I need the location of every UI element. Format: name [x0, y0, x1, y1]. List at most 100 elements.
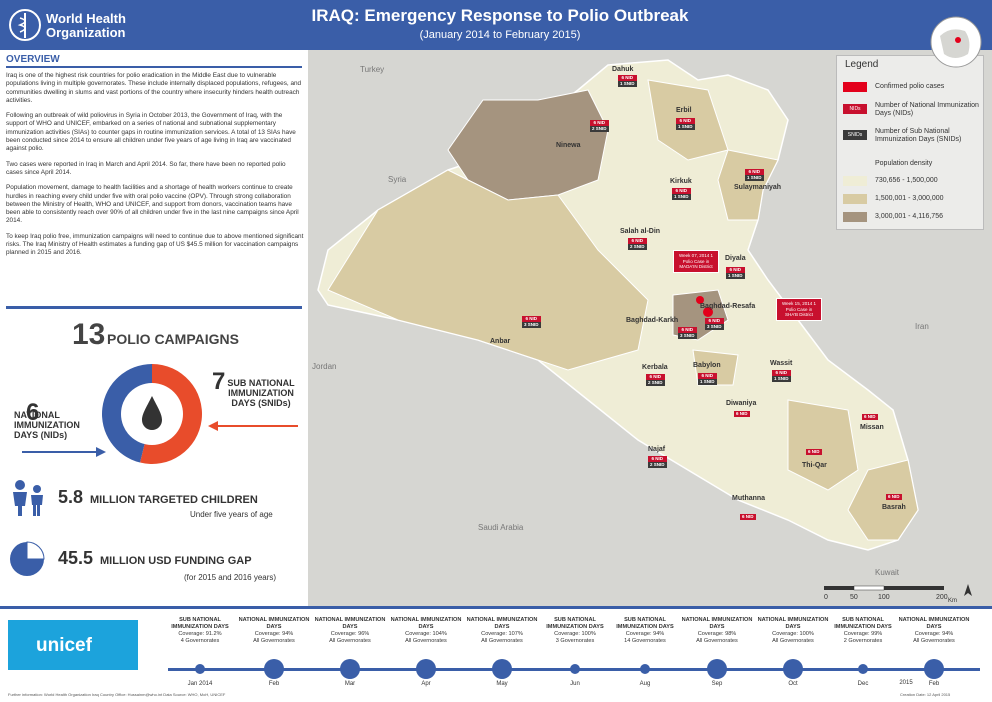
timeline-item: NATIONAL IMMUNIZATION DAYS Coverage: 100%… [757, 617, 829, 645]
left-panel [0, 50, 308, 606]
campaign-donut-chart [102, 364, 202, 464]
campaign-tag: 6 NID 1 SNID [698, 373, 717, 385]
timeline-item: SUB NATIONAL IMMUNIZATION DAYS Coverage: … [609, 617, 681, 645]
timeline-type: NATIONAL IMMUNIZATION DAYS [681, 617, 753, 630]
timeline-cov: Coverage: 94% [914, 631, 954, 637]
scale-unit: Km [948, 598, 957, 602]
timeline-type: SUB NATIONAL IMMUNIZATION DAYS [834, 617, 892, 630]
nid-tag: 6 NID [772, 370, 791, 376]
campaign-tag: 6 NID 3 SNID [522, 316, 541, 328]
governorate-label: Baghdad-Resafa [700, 303, 756, 310]
legend-density-swatch-1 [843, 176, 867, 186]
children-icon [13, 480, 43, 516]
timeline-item: NATIONAL IMMUNIZATION DAYS Coverage: 107%… [466, 617, 538, 645]
funding-sublabel: (for 2015 and 2016 years) [184, 573, 277, 582]
timeline-cov: Coverage: 100% [772, 631, 814, 637]
snid-tag: 1 SNID [745, 175, 764, 181]
campaign-tag: 6 NID [862, 414, 878, 420]
timeline-month: Jun [570, 681, 580, 687]
timeline-type: NATIONAL IMMUNIZATION DAYS [898, 617, 970, 630]
funding-number: 45.5 [58, 548, 94, 568]
timeline-cov: Coverage: 94% [625, 631, 665, 637]
timeline-item: SUB NATIONAL IMMUNIZATION DAYS Coverage: … [827, 617, 899, 645]
campaign-tag: 6 NID 2 SNID [648, 456, 667, 468]
overview-paragraph: To keep Iraq polio free, immunization ca… [6, 232, 304, 257]
nid-tag: 6 NID [646, 374, 665, 380]
creation-date: Creation Date: 12 April 2015 [900, 692, 951, 697]
campaign-tag: 6 NID [806, 449, 822, 455]
funding-label: MILLION USD FUNDING GAP [100, 555, 252, 567]
org-name-line1: World Health [46, 11, 126, 26]
timeline-type: NATIONAL IMMUNIZATION DAYS [757, 617, 829, 630]
timeline-dot [264, 659, 284, 679]
who-logo: World Health Organization [8, 8, 148, 44]
legend-snid-tag: SNIDs [843, 130, 867, 140]
legend-density-label-3: 3,000,001 - 4,116,756 [875, 213, 943, 220]
nid-tag: 6 NID [672, 188, 691, 194]
overview-heading: OVERVIEW [6, 54, 60, 65]
campaign-tag: 6 NID [740, 514, 756, 520]
timeline-cov: Coverage: 98% [697, 631, 737, 637]
campaign-tag: 6 NID [734, 411, 750, 417]
nid-tag: 6 NID [628, 238, 647, 244]
who-emblem-icon [9, 9, 41, 41]
timeline-month: Feb [268, 681, 280, 687]
timeline-cov: Coverage: 107% [481, 631, 523, 637]
timeline-month: Dec [857, 681, 869, 687]
timeline-type: NATIONAL IMMUNIZATION DAYS [238, 617, 310, 630]
timeline-dot [924, 659, 944, 679]
scale-tick-label: 100 [878, 594, 890, 601]
nid-tag: 6 NID [740, 514, 756, 520]
legend-nid-label: Number of National Immunization Days (NI… [875, 102, 979, 117]
timeline-dot [570, 664, 580, 674]
governorate-label: Diwaniya [726, 400, 757, 407]
timeline-scope: All Governorates [913, 638, 955, 644]
timeline-item: NATIONAL IMMUNIZATION DAYS Coverage: 96% A… [314, 617, 386, 645]
timeline-dot [640, 664, 650, 674]
timeline-cov: Coverage: 96% [330, 631, 370, 637]
snid-tag: 1 SNID [676, 124, 695, 130]
campaign-tag: 6 NID [886, 494, 902, 500]
governorate-label: Thi-Qar [802, 462, 827, 469]
snid-tag: 2 SNID [646, 380, 665, 386]
country-label-iran: Iran [915, 322, 929, 331]
governorate-label: Kirkuk [670, 178, 692, 185]
snid-tag: 2 SNID [590, 126, 609, 132]
legend-snid-label: Number of Sub National Immunization Days… [875, 128, 962, 143]
nid-tag: 6 NID [862, 414, 878, 420]
map-scale-bar: 0 50 100 200 Km [824, 584, 972, 602]
arrow-right-icon [22, 447, 106, 457]
page-subtitle: (January 2014 to February 2015) [419, 29, 581, 41]
overview-text: Iraq is one of the highest risk countrie… [6, 72, 304, 265]
legend-density-title: Population density [875, 160, 933, 167]
snid-tag: 3 SNID [705, 324, 724, 330]
snid-tag: 2 SNID [628, 244, 647, 250]
timeline-month: Apr [421, 681, 431, 687]
timeline-scope: 2 Governorates [843, 638, 883, 644]
timeline-dot [195, 664, 205, 674]
nid-label: NATIONAL IMMUNIZATION DAYS (NIDs) [14, 410, 80, 440]
governorate-sulaymaniyah [717, 149, 779, 221]
governorate-label: Anbar [490, 338, 511, 345]
timeline-scope: All Governorates [253, 638, 295, 644]
legend-case-swatch [843, 82, 867, 92]
snid-tag: 3 SNID [678, 333, 697, 339]
map-legend: Legend Confirmed polio cases NIDs Number… [836, 55, 984, 230]
timeline-year: 2015 [899, 680, 913, 686]
nid-tag: 6 NID [806, 449, 822, 455]
snid-number: 7 [212, 368, 226, 395]
timeline-type: SUB NATIONAL IMMUNIZATION DAYS [171, 617, 229, 630]
nid-tag: 6 NID [886, 494, 902, 500]
timeline-type: NATIONAL IMMUNIZATION DAYS [390, 617, 462, 630]
campaign-tag: 6 NID 2 SNID [590, 120, 609, 132]
nid-tag: 6 NID [676, 118, 695, 124]
country-label-kuwait: Kuwait [875, 568, 900, 577]
snid-tag: 1 SNID [772, 376, 791, 382]
polio-case-callout: Week 07, 2014 1 Polio Case in MADA'IN Di… [673, 250, 719, 273]
overview-paragraph: Population movement, damage to health fa… [6, 184, 299, 225]
timeline-month: Jan 2014 [187, 681, 213, 687]
overview-paragraph: Following an outbreak of wild poliovirus… [6, 112, 296, 153]
scale-tick-label: 50 [850, 594, 858, 601]
scale-tick-label: 0 [824, 594, 828, 601]
nid-tag: 6 NID [734, 411, 750, 417]
